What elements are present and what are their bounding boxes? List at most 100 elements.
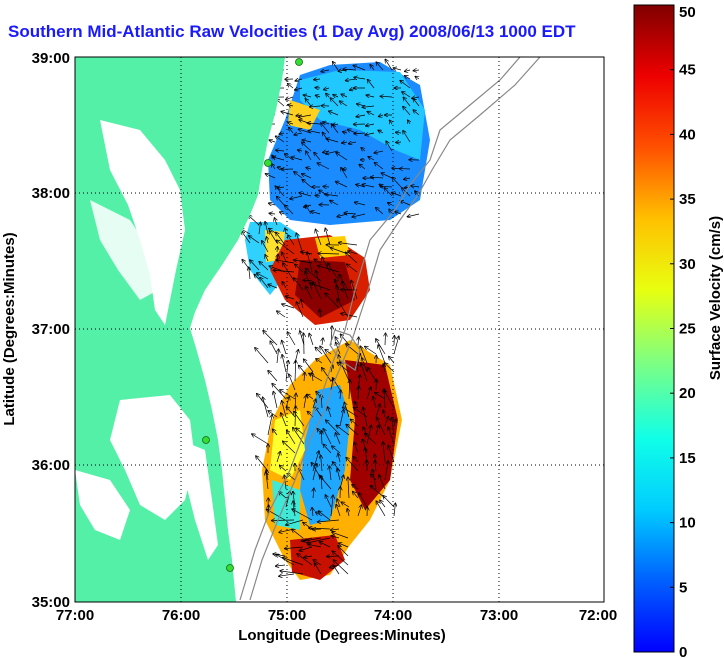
y-axis-label: Latitude (Degrees:Minutes): [1, 232, 18, 425]
velocity-arrow: [307, 252, 313, 273]
velocity-arrow: [385, 333, 386, 346]
velocity-arrow: [411, 186, 420, 187]
velocity-arrow: [304, 372, 305, 382]
velocity-arrow: [312, 464, 317, 481]
velocity-arrow: [281, 413, 287, 427]
velocity-arrow: [273, 429, 278, 436]
velocity-arrow: [405, 76, 411, 79]
x-axis-label: Longitude (Degrees:Minutes): [238, 627, 446, 644]
velocity-arrow: [353, 457, 359, 463]
velocity-arrow: [331, 495, 333, 517]
velocity-arrow: [339, 543, 349, 548]
velocity-arrow: [307, 123, 321, 124]
velocity-arrow: [304, 359, 314, 373]
velocity-arrow: [352, 213, 366, 217]
velocity-arrow: [408, 120, 410, 124]
velocity-arrow: [354, 133, 366, 134]
velocity-arrow: [282, 340, 287, 355]
velocity-arrow: [348, 477, 349, 499]
velocity-arrow: [379, 475, 386, 490]
velocity-arrow: [276, 452, 280, 463]
velocity-arrow: [248, 215, 260, 226]
y-tick-label: 39:00: [32, 50, 70, 67]
velocity-arrow: [272, 520, 295, 521]
velocity-arrow: [384, 417, 388, 427]
y-tick-label: 38:00: [32, 185, 70, 202]
velocity-arrow: [413, 70, 420, 71]
velocity-arrow: [361, 148, 366, 151]
velocity-arrow: [344, 213, 357, 214]
velocity-arrow: [280, 390, 296, 400]
velocity-arrow: [363, 407, 368, 427]
velocity-arrow: [357, 364, 358, 373]
velocity-arrow: [294, 278, 304, 291]
velocity-arrow: [356, 115, 366, 117]
velocity-arrow: [316, 95, 321, 97]
velocity-arrow: [312, 451, 319, 472]
velocity-arrow: [384, 390, 395, 409]
velocity-arrow: [316, 359, 323, 364]
velocity-arrow: [314, 563, 322, 575]
velocity-arrow: [319, 542, 331, 548]
velocity-arrow: [375, 393, 386, 400]
velocity-arrow: [294, 260, 313, 264]
velocity-arrow: [374, 151, 384, 153]
velocity-arrow: [272, 164, 276, 170]
velocity-arrow: [385, 59, 393, 71]
velocity-arrow: [353, 492, 359, 499]
velocity-arrow: [328, 407, 332, 418]
velocity-arrow: [338, 453, 340, 463]
velocity-arrow: [275, 136, 285, 143]
velocity-arrow: [293, 428, 305, 445]
bathymetry-contours: [239, 57, 541, 601]
velocity-arrow: [306, 168, 312, 169]
velocity-arrow: [325, 194, 339, 196]
velocity-arrow: [268, 411, 278, 418]
velocity-arrow: [301, 299, 303, 309]
velocity-arrow: [285, 228, 286, 235]
velocity-arrow: [343, 132, 348, 133]
colorbar-tick-label: 25: [679, 321, 696, 338]
velocity-arrow: [355, 202, 366, 206]
velocity-arrow: [362, 185, 375, 188]
velocity-arrow: [299, 115, 312, 117]
velocity-arrow: [287, 474, 296, 481]
velocity-arrow: [270, 341, 278, 355]
velocity-arrow: [294, 412, 305, 427]
velocity-arrow: [351, 280, 358, 300]
velocity-arrow: [358, 337, 359, 346]
velocity-arrow: [337, 499, 341, 508]
velocity-arrow: [340, 390, 341, 400]
velocity-arrow: [333, 62, 339, 71]
velocity-arrow: [366, 124, 375, 126]
station-marker: [202, 436, 210, 444]
velocity-arrow: [354, 442, 359, 454]
velocity-arrow: [292, 529, 304, 539]
velocity-arrow: [283, 557, 304, 566]
colorbar-tick-label: 5: [679, 579, 687, 596]
velocity-arrow: [307, 537, 331, 543]
velocity-arrow: [378, 345, 386, 364]
velocity-arrow: [375, 404, 380, 418]
velocity-arrow: [309, 373, 323, 382]
velocity-arrow: [282, 401, 287, 418]
plot-frame: [74, 56, 605, 603]
velocity-arrow: [376, 208, 384, 215]
velocity-arrow: [346, 457, 359, 472]
velocity-arrow: [290, 195, 303, 199]
velocity-arrow: [342, 142, 348, 143]
velocity-arrow: [357, 505, 362, 517]
velocity-arrow: [292, 509, 313, 521]
velocity-arrow: [378, 130, 384, 133]
velocity-arrow: [403, 107, 411, 116]
velocity-arrow: [272, 157, 285, 161]
velocity-arrow: [331, 529, 340, 530]
velocity-arrow: [383, 410, 385, 418]
velocity-arrow: [402, 92, 411, 98]
velocity-arrow: [302, 174, 312, 179]
velocity-arrow: [331, 536, 340, 538]
velocity-arrow: [384, 363, 395, 373]
velocity-arrow: [255, 348, 269, 364]
velocity-arrow: [311, 211, 321, 215]
